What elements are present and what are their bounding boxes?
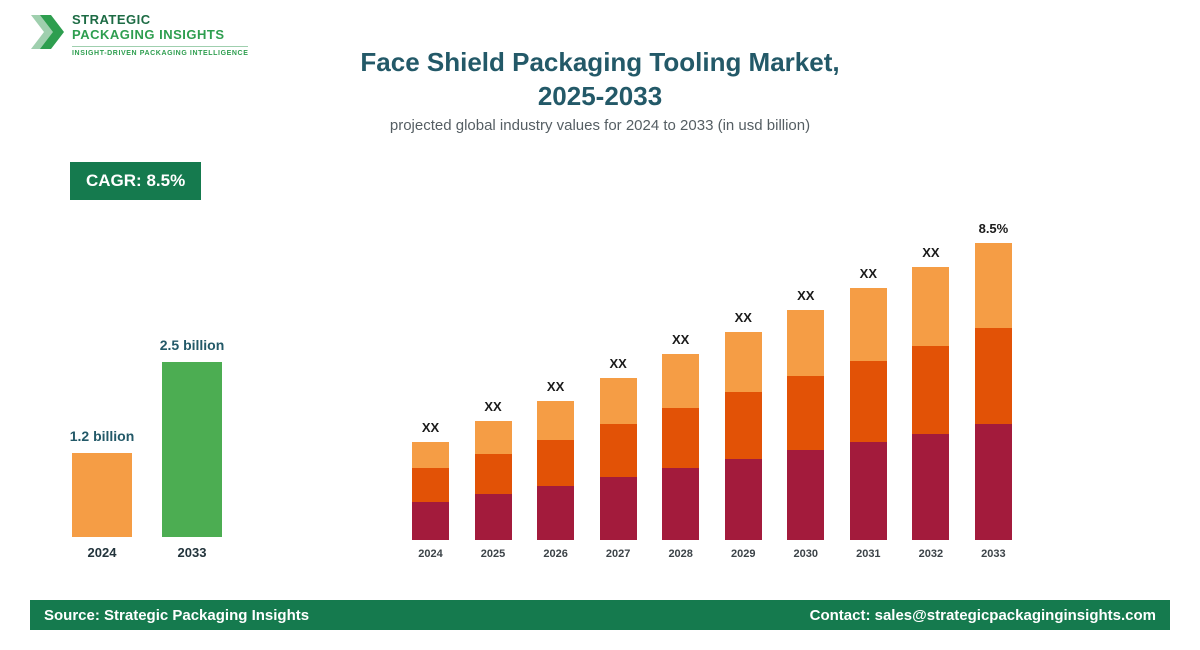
- bar-stack: [474, 421, 512, 540]
- bar-stack: [787, 310, 825, 540]
- bar-year-label: 2025: [480, 548, 506, 560]
- logo-name-line2: PACKAGING INSIGHTS: [72, 27, 225, 42]
- bar-year-label: 2031: [856, 548, 881, 560]
- segment-top: [974, 243, 1012, 328]
- segment-middle: [474, 454, 512, 494]
- bar-year-label: 2026: [543, 548, 568, 560]
- bar-stack: [849, 288, 887, 540]
- logo: STRATEGIC PACKAGING INSIGHTS INSIGHT-DRI…: [30, 12, 249, 57]
- segment-top: [412, 442, 449, 468]
- page-title-line1: Face Shield Packaging Tooling Market,: [360, 47, 840, 77]
- segment-bottom: [412, 502, 449, 540]
- bar-year-label: 2029: [730, 548, 756, 560]
- stacked-bar-column: XX 2031: [849, 266, 887, 560]
- bar-data-label: XX: [484, 399, 502, 414]
- logo-chevron-icon: [30, 12, 64, 57]
- segment-top: [724, 332, 762, 392]
- stacked-bar-column: XX 2027: [599, 356, 637, 560]
- bar-data-label: XX: [609, 356, 627, 371]
- logo-tagline: INSIGHT-DRIVEN PACKAGING INTELLIGENCE: [72, 46, 249, 57]
- bar-data-label: XX: [421, 420, 440, 435]
- stacked-bar-column: XX 2024: [412, 420, 449, 560]
- stacked-bar-chart: XX 2024 XX 2025 XX 2026 XX 2027 XX 2028 XX 2029 XX 20…: [412, 221, 1012, 560]
- bar-data-label: XX: [734, 310, 752, 325]
- cagr-badge: CAGR: 8.5%: [70, 162, 202, 200]
- page-title: Face Shield Packaging Tooling Market, 20…: [0, 46, 1200, 114]
- segment-bottom: [849, 442, 887, 540]
- bar-year-label: 2033: [981, 548, 1006, 560]
- stacked-bar-column: XX 2025: [474, 399, 512, 560]
- segment-bottom: [787, 450, 825, 540]
- stacked-bar-column: XX 2029: [724, 310, 762, 560]
- segment-top: [474, 421, 512, 454]
- segment-middle: [724, 392, 762, 459]
- bar-data-label: XX: [546, 379, 565, 394]
- segment-bottom: [912, 434, 950, 540]
- footer-source: Source: Strategic Packaging Insights: [44, 606, 310, 624]
- segment-middle: [912, 346, 950, 434]
- segment-bottom: [662, 468, 700, 540]
- bar-year-label: 2028: [668, 548, 693, 560]
- segment-bottom: [724, 459, 762, 540]
- bar-stack: [724, 332, 762, 540]
- segment-bottom: [474, 494, 512, 540]
- bar-year-label: 2030: [793, 548, 819, 560]
- segment-middle: [849, 361, 887, 442]
- bar-data-label: XX: [672, 332, 690, 347]
- bar-stack: [537, 401, 575, 540]
- segment-middle: [412, 468, 449, 502]
- bar-data-label: XX: [922, 245, 940, 260]
- footer-bar: Source: Strategic Packaging Insights Con…: [30, 600, 1170, 630]
- bar-year-label: 2024: [418, 548, 443, 560]
- bar-year-label: 2032: [918, 548, 944, 560]
- segment-top: [662, 354, 700, 408]
- segment-top: [849, 288, 887, 361]
- mini-bar-column: 1.2 billion 2024: [69, 428, 135, 560]
- mini-bar-value-label: 2.5 billion: [159, 337, 225, 353]
- mini-bar-year-label: 2033: [177, 545, 207, 560]
- bar-stack: [662, 354, 700, 540]
- bar-data-label: XX: [859, 266, 877, 281]
- mini-bar: [162, 362, 222, 537]
- segment-middle: [537, 440, 575, 486]
- segment-top: [537, 401, 575, 440]
- segment-middle: [974, 328, 1012, 424]
- mini-bar-year-label: 2024: [87, 545, 117, 560]
- stacked-bar-column: XX 2028: [662, 332, 700, 560]
- segment-middle: [787, 376, 825, 450]
- bar-year-label: 2027: [605, 548, 631, 560]
- segment-top: [599, 378, 637, 424]
- segment-top: [912, 267, 950, 346]
- segment-middle: [662, 408, 700, 468]
- bar-stack: [412, 442, 449, 540]
- bar-stack: [599, 378, 637, 540]
- bar-data-label: XX: [797, 288, 815, 303]
- logo-name-line1: STRATEGIC: [72, 12, 151, 27]
- segment-top: [787, 310, 825, 376]
- footer-contact: Contact: sales@strategicpackaginginsight…: [809, 606, 1156, 624]
- mini-bar: [72, 453, 132, 537]
- stacked-bar-column: XX 2032: [912, 245, 950, 560]
- segment-bottom: [537, 486, 575, 540]
- mini-bar-column: 2.5 billion 2033: [159, 337, 225, 560]
- stacked-bar-column: XX 2026: [537, 379, 575, 560]
- stacked-bar-column: XX 2030: [787, 288, 825, 560]
- stacked-bar-column: 8.5% 2033: [974, 221, 1012, 560]
- mini-comparison-chart: 1.2 billion 2024 2.5 billion 2033: [69, 337, 225, 560]
- bar-stack: [912, 267, 950, 540]
- segment-bottom: [599, 477, 637, 540]
- bar-stack: [974, 243, 1012, 540]
- bar-data-label: 8.5%: [978, 221, 1009, 236]
- segment-bottom: [974, 424, 1012, 540]
- page-title-line2: 2025-2033: [537, 80, 663, 111]
- segment-middle: [599, 424, 637, 477]
- mini-bar-value-label: 1.2 billion: [69, 428, 135, 444]
- page-subtitle: projected global industry values for 202…: [389, 117, 811, 134]
